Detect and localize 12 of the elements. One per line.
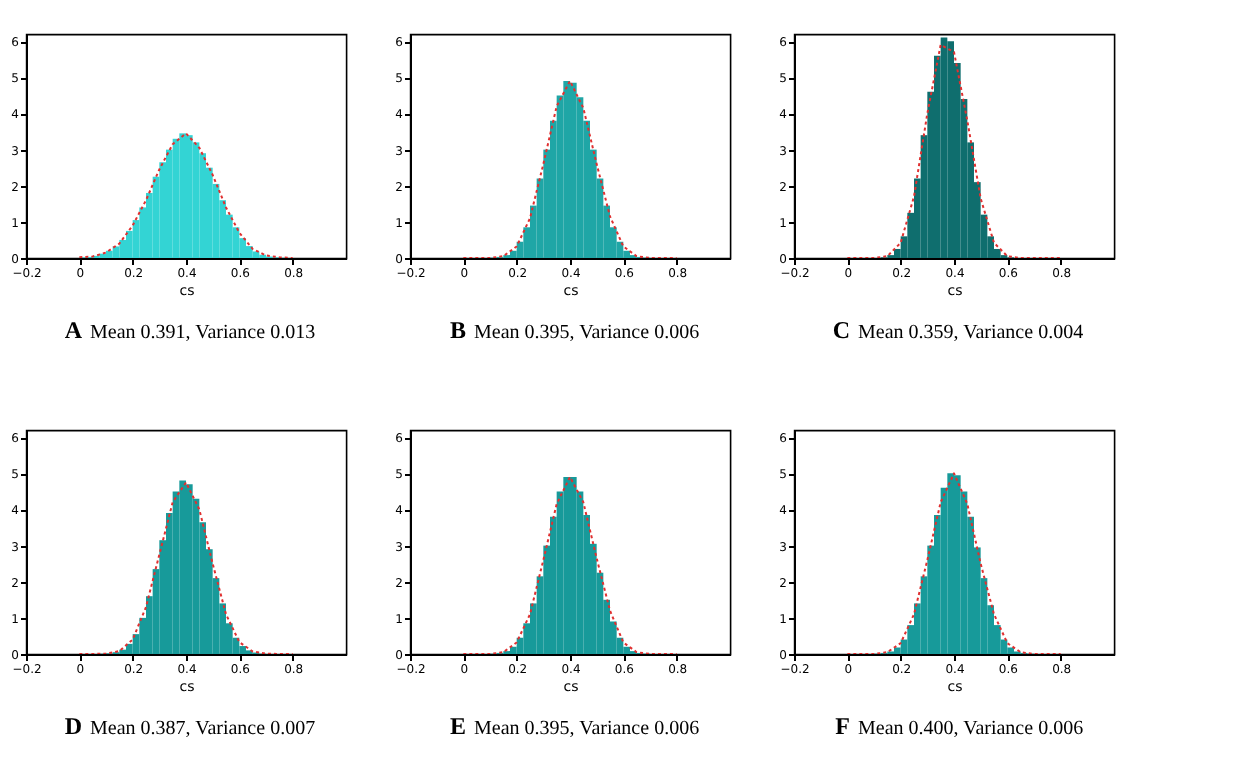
text: B bbox=[449, 316, 466, 344]
text: D bbox=[64, 712, 83, 740]
text: Mean 0.391, Variance 0.013 bbox=[90, 322, 316, 344]
text: F bbox=[835, 712, 850, 740]
text: A bbox=[64, 316, 83, 344]
text: Mean 0.400, Variance 0.006 bbox=[858, 718, 1084, 740]
text: E bbox=[449, 712, 466, 740]
text: Mean 0.395, Variance 0.006 bbox=[474, 322, 700, 344]
text: C bbox=[832, 316, 850, 344]
text: Mean 0.395, Variance 0.006 bbox=[474, 718, 700, 740]
text: Mean 0.359, Variance 0.004 bbox=[858, 322, 1084, 344]
text: Mean 0.387, Variance 0.007 bbox=[90, 718, 316, 740]
